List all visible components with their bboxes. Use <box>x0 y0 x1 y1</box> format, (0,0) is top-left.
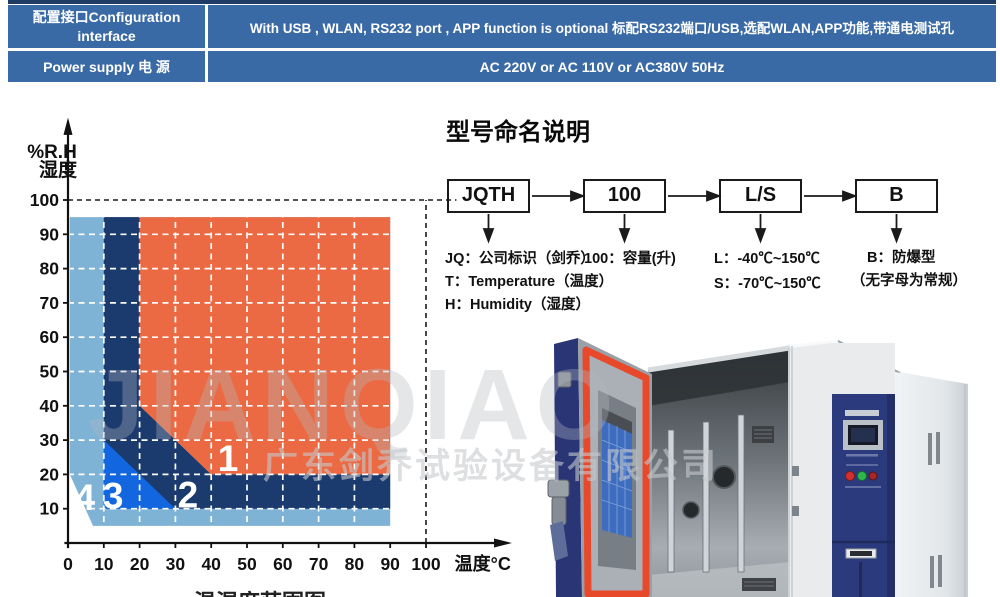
svg-text:20: 20 <box>130 554 150 574</box>
svg-text:70: 70 <box>309 554 329 574</box>
spec-row1-value-cell: With USB , WLAN, RS232 port , APP functi… <box>208 5 996 48</box>
cabinet-side-panel <box>895 372 968 597</box>
svg-text:30: 30 <box>166 554 186 574</box>
svg-text:70: 70 <box>40 293 60 313</box>
svg-text:10: 10 <box>40 499 60 519</box>
naming-box-volume: 100 <box>583 179 666 213</box>
naming-flow-arrows <box>482 190 903 244</box>
chart-caption: 温湿度范围图 <box>150 585 370 597</box>
door-hinge-top <box>557 371 572 388</box>
svg-text:40: 40 <box>40 396 60 416</box>
svg-text:80: 80 <box>40 259 60 279</box>
spec-row1-label-line2: interface <box>77 27 136 44</box>
naming-note-b: B：防爆型 <box>867 250 936 266</box>
cable-port-hole <box>682 501 700 519</box>
naming-note-s: S：-70℃~150℃ <box>714 276 821 292</box>
svg-text:10: 10 <box>94 554 114 574</box>
svg-text:20: 20 <box>40 464 60 484</box>
svg-text:50: 50 <box>237 554 257 574</box>
svg-text:60: 60 <box>273 554 293 574</box>
spec-row2-value-cell: AC 220V or AC 110V or AC380V 50Hz <box>208 51 996 82</box>
side-vent-slots <box>928 432 942 588</box>
svg-text:90: 90 <box>40 224 60 244</box>
svg-text:80: 80 <box>345 554 365 574</box>
spec-row2-label-cell: Power supply 电 源 <box>8 51 205 82</box>
svg-text:0: 0 <box>63 554 73 574</box>
svg-text:50: 50 <box>40 362 60 382</box>
hinge <box>792 506 799 516</box>
spec-row2-label: Power supply 电 源 <box>43 58 170 75</box>
svg-text:3: 3 <box>103 476 124 517</box>
naming-note-volume: 100：容量(升) <box>584 251 676 267</box>
naming-note-h: H：Humidity（湿度） <box>445 297 590 313</box>
door-latch <box>547 479 570 561</box>
svg-text:%R.H: %R.H <box>27 142 77 163</box>
model-naming-title: 型号命名说明 <box>446 119 590 146</box>
shelf-rails <box>667 414 745 573</box>
naming-box-series: JQTH <box>447 179 530 213</box>
interior-vent-bottom <box>742 578 776 591</box>
svg-text:60: 60 <box>40 327 60 347</box>
svg-text:湿度: 湿度 <box>39 158 78 181</box>
spec-row1-label-line1: 配置接口Configuration <box>32 8 181 25</box>
svg-text:温度°C: 温度°C <box>455 553 511 574</box>
table-top-strip <box>8 0 996 4</box>
naming-note-b2: （无字母为常规） <box>851 273 967 289</box>
spec-row1-value: With USB , WLAN, RS232 port , APP functi… <box>249 20 955 36</box>
spec-row1-label-cell: 配置接口Configuration interface <box>8 5 205 48</box>
door-frame-column <box>790 343 832 597</box>
cable-port-hole <box>712 465 736 489</box>
spec-row2-value: AC 220V or AC 110V or AC380V 50Hz <box>479 58 725 75</box>
svg-text:1: 1 <box>218 438 239 479</box>
panel-label-plate <box>845 410 879 416</box>
naming-note-jq: JQ：公司标识（剑乔） <box>445 251 595 267</box>
svg-text:2: 2 <box>178 474 199 515</box>
naming-note-l: L：-40℃~150℃ <box>714 251 820 267</box>
svg-text:4: 4 <box>75 477 96 518</box>
svg-text:40: 40 <box>201 554 221 574</box>
svg-text:100: 100 <box>411 554 440 574</box>
test-chamber-photo <box>547 338 968 597</box>
svg-text:100: 100 <box>30 190 59 210</box>
naming-box-range: L/S <box>719 179 802 213</box>
svg-text:30: 30 <box>40 430 60 450</box>
svg-text:90: 90 <box>380 554 400 574</box>
hinge <box>792 466 799 476</box>
panel-buttons <box>845 471 878 481</box>
naming-box-type: B <box>855 179 938 213</box>
naming-note-t: T：Temperature（温度） <box>445 274 614 290</box>
